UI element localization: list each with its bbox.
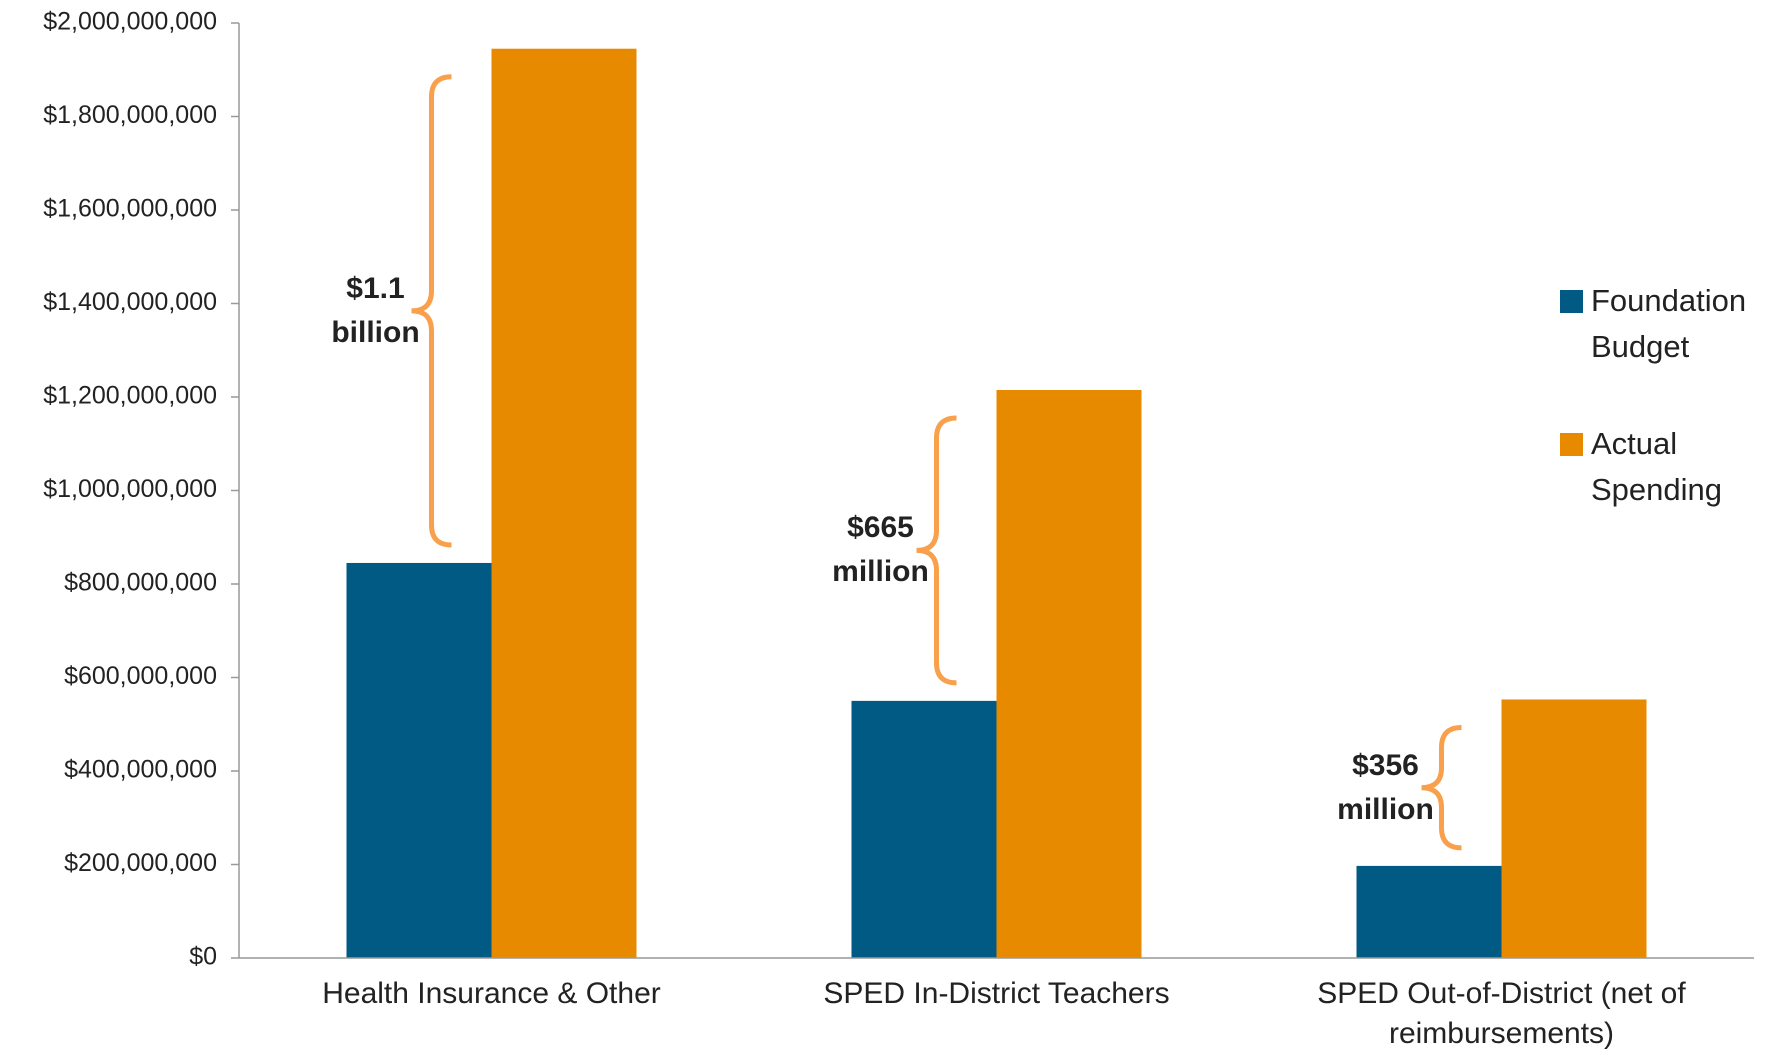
y-tick-label: $600,000,000	[64, 662, 217, 690]
brace	[1421, 724, 1462, 851]
legend-label: Foundation Budget	[1591, 283, 1747, 364]
bar	[996, 389, 1142, 958]
brace	[411, 74, 452, 548]
y-tick-label: $1,800,000,000	[43, 101, 217, 129]
x-tick-label: Health Insurance & Other	[322, 977, 661, 1010]
y-tick-label: $1,000,000,000	[43, 475, 217, 503]
annotation: $665 million	[832, 511, 929, 589]
x-tick-label: SPED In-District Teachers	[823, 977, 1170, 1010]
legend-swatch	[1560, 290, 1583, 313]
annotation: $1.1 billion	[331, 271, 420, 349]
y-tick-label: $1,600,000,000	[43, 195, 217, 223]
legend-swatch	[1560, 433, 1583, 456]
annotation: $356 million	[1337, 748, 1434, 826]
y-tick-label: $200,000,000	[64, 849, 217, 877]
y-tick-label: $800,000,000	[64, 569, 217, 597]
y-tick-label: $2,000,000,000	[43, 8, 217, 36]
y-tick-label: $1,200,000,000	[43, 382, 217, 410]
bar	[1356, 865, 1502, 958]
bar	[346, 562, 492, 958]
bar	[851, 700, 997, 958]
bar	[491, 48, 637, 958]
x-tick-label: SPED Out-of-District (net of reimburseme…	[1317, 977, 1686, 1050]
y-tick-label: $1,400,000,000	[43, 288, 217, 316]
y-tick-label: $400,000,000	[64, 756, 217, 784]
legend-label: Actual Spending	[1591, 426, 1723, 507]
brace	[916, 415, 957, 686]
y-tick-label: $0	[189, 943, 217, 971]
bar	[1501, 699, 1647, 958]
